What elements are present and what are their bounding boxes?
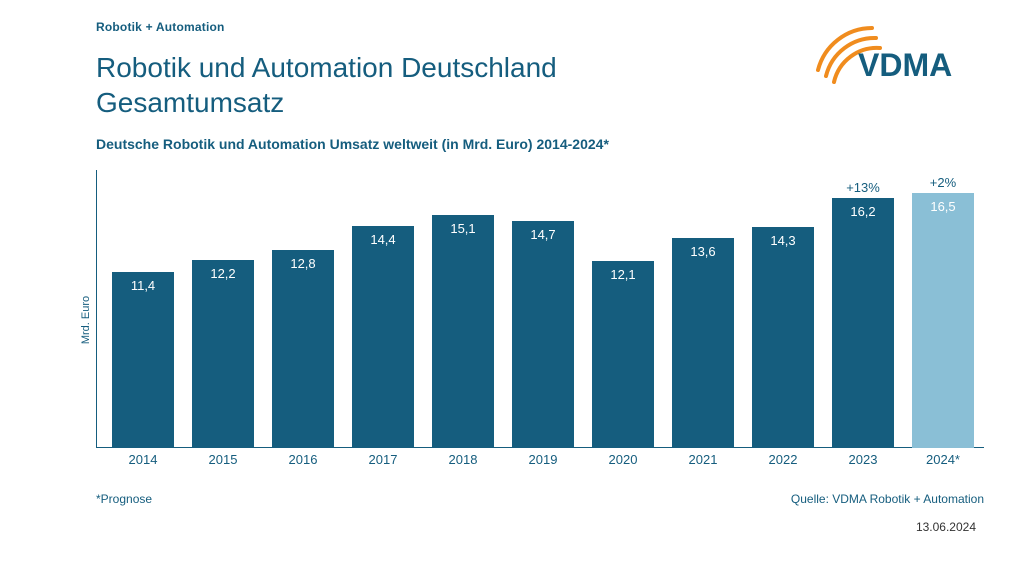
x-tick-label: 2018 xyxy=(432,448,494,470)
slide-date: 13.06.2024 xyxy=(96,520,984,534)
bar-slot: 16,2+13% xyxy=(832,198,894,448)
bar-slot: 15,1 xyxy=(432,215,494,448)
x-tick-label: 2021 xyxy=(672,448,734,470)
bar-slot: 13,6 xyxy=(672,238,734,448)
x-tick-label: 2019 xyxy=(512,448,574,470)
bar-slot: 14,7 xyxy=(512,221,574,448)
title-line-1: Robotik und Automation Deutschland xyxy=(96,52,557,83)
bar-slot: 16,5+2% xyxy=(912,193,974,448)
bar-value-label: 12,8 xyxy=(272,256,334,271)
bar: 14,7 xyxy=(512,221,574,448)
plot-area: 11,4 12,2 12,8 14,4 15,1 14,7 12,1 13,6 14,3 16,2… xyxy=(96,170,984,470)
bar-value-label: 16,5 xyxy=(912,199,974,214)
bar-slot: 14,4 xyxy=(352,226,414,448)
bar-value-label: 11,4 xyxy=(112,278,174,293)
bar: 11,4 xyxy=(112,272,174,448)
footnote-prognose: *Prognose xyxy=(96,492,152,506)
x-tick-label: 2022 xyxy=(752,448,814,470)
x-tick-label: 2014 xyxy=(112,448,174,470)
x-tick-label: 2020 xyxy=(592,448,654,470)
logo-text: VDMA xyxy=(858,47,952,83)
chart-subtitle: Deutsche Robotik und Automation Umsatz w… xyxy=(96,136,984,152)
bar-pct-label: +2% xyxy=(912,175,974,190)
bar: 12,8 xyxy=(272,250,334,448)
x-tick-label: 2024* xyxy=(912,448,974,470)
bar: 12,2 xyxy=(192,260,254,448)
x-ticks-container: 2014 2015 2016 2017 2018 2019 2020 2021 2022 2023… xyxy=(96,448,984,470)
bar-slot: 12,8 xyxy=(272,250,334,448)
page: VDMA Robotik + Automation Robotik und Au… xyxy=(0,0,1024,576)
source-attribution: Quelle: VDMA Robotik + Automation xyxy=(791,492,984,506)
bar-chart: Mrd. Euro 11,412,212,814,415,114,712,113… xyxy=(96,170,984,470)
bar-value-label: 14,3 xyxy=(752,233,814,248)
bars-container: 11,4 12,2 12,8 14,4 15,1 14,7 12,1 13,6 14,3 16,2… xyxy=(96,170,984,448)
bar: 16,5+2% xyxy=(912,193,974,448)
bar-value-label: 14,7 xyxy=(512,227,574,242)
x-tick-label: 2017 xyxy=(352,448,414,470)
bar-slot: 14,3 xyxy=(752,227,814,448)
x-tick-label: 2023 xyxy=(832,448,894,470)
footer-row: *Prognose Quelle: VDMA Robotik + Automat… xyxy=(96,492,984,506)
y-axis-label: Mrd. Euro xyxy=(80,296,92,344)
bar-value-label: 14,4 xyxy=(352,232,414,247)
bar: 12,1 xyxy=(592,261,654,448)
bar-slot: 12,1 xyxy=(592,261,654,448)
bar-value-label: 12,2 xyxy=(192,266,254,281)
bar: 14,3 xyxy=(752,227,814,448)
bar-value-label: 15,1 xyxy=(432,221,494,236)
x-tick-label: 2015 xyxy=(192,448,254,470)
bar-slot: 11,4 xyxy=(112,272,174,448)
bar: 13,6 xyxy=(672,238,734,448)
vdma-logo: VDMA xyxy=(812,20,972,98)
bar-value-label: 12,1 xyxy=(592,267,654,282)
title-line-2: Gesamtumsatz xyxy=(96,87,284,118)
bar: 15,1 xyxy=(432,215,494,448)
bar-pct-label: +13% xyxy=(832,180,894,195)
bar-slot: 12,2 xyxy=(192,260,254,448)
bar-value-label: 13,6 xyxy=(672,244,734,259)
bar: 14,4 xyxy=(352,226,414,448)
bar-value-label: 16,2 xyxy=(832,204,894,219)
bar: 16,2+13% xyxy=(832,198,894,448)
x-tick-label: 2016 xyxy=(272,448,334,470)
